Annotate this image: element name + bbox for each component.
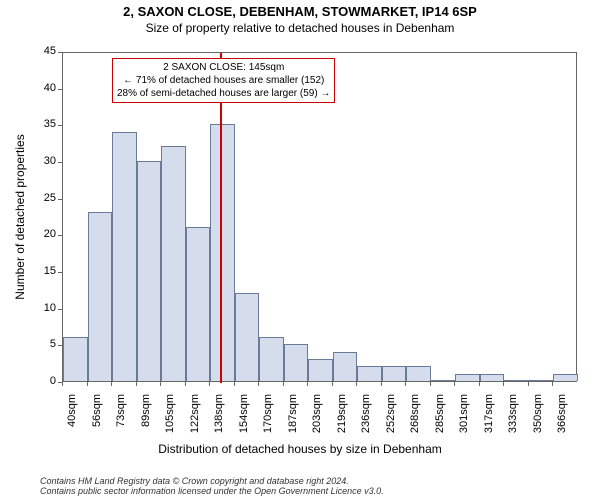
x-tick-mark: [160, 382, 161, 386]
x-tick-mark: [405, 382, 406, 386]
histogram-bar: [333, 352, 358, 381]
y-tick-label: 25: [32, 192, 56, 204]
y-tick-mark: [58, 199, 62, 200]
x-tick-mark: [185, 382, 186, 386]
y-tick-mark: [58, 272, 62, 273]
y-axis-label: Number of detached properties: [13, 117, 27, 317]
x-tick-label: 122sqm: [189, 394, 201, 444]
x-tick-mark: [552, 382, 553, 386]
y-tick-label: 35: [32, 118, 56, 130]
histogram-bar: [431, 380, 456, 381]
y-tick-mark: [58, 162, 62, 163]
histogram-bar: [455, 374, 480, 381]
x-tick-mark: [111, 382, 112, 386]
chart-subtitle: Size of property relative to detached ho…: [0, 19, 600, 35]
x-tick-label: 366sqm: [556, 394, 568, 444]
x-tick-label: 170sqm: [262, 394, 274, 444]
footer-line2: Contains public sector information licen…: [40, 486, 384, 496]
histogram-bar: [553, 374, 578, 381]
x-tick-label: 89sqm: [140, 394, 152, 444]
x-tick-label: 285sqm: [434, 394, 446, 444]
y-tick-label: 15: [32, 265, 56, 277]
y-tick-label: 5: [32, 338, 56, 350]
y-tick-label: 40: [32, 82, 56, 94]
x-tick-label: 252sqm: [385, 394, 397, 444]
footer-text: Contains HM Land Registry data © Crown c…: [40, 476, 384, 496]
x-tick-mark: [234, 382, 235, 386]
x-tick-label: 203sqm: [311, 394, 323, 444]
y-tick-mark: [58, 309, 62, 310]
y-tick-mark: [58, 89, 62, 90]
x-tick-mark: [503, 382, 504, 386]
y-tick-mark: [58, 345, 62, 346]
x-tick-mark: [479, 382, 480, 386]
x-tick-mark: [430, 382, 431, 386]
histogram-bar: [529, 380, 554, 381]
annotation-line2: ← 71% of detached houses are smaller (15…: [117, 74, 330, 87]
x-tick-label: 268sqm: [409, 394, 421, 444]
histogram-bar: [161, 146, 186, 381]
histogram-bar: [210, 124, 235, 381]
annotation-line3: 28% of semi-detached houses are larger (…: [117, 87, 330, 100]
histogram-bar: [235, 293, 260, 381]
x-tick-label: 301sqm: [458, 394, 470, 444]
x-tick-mark: [528, 382, 529, 386]
x-tick-mark: [87, 382, 88, 386]
histogram-bar: [504, 380, 529, 381]
histogram-bar: [137, 161, 162, 381]
x-tick-label: 40sqm: [66, 394, 78, 444]
x-tick-label: 73sqm: [115, 394, 127, 444]
y-tick-mark: [58, 52, 62, 53]
x-tick-mark: [62, 382, 63, 386]
histogram-bar: [63, 337, 88, 381]
x-tick-label: 138sqm: [213, 394, 225, 444]
histogram-bar: [88, 212, 113, 381]
x-tick-label: 236sqm: [360, 394, 372, 444]
x-tick-label: 317sqm: [483, 394, 495, 444]
histogram-bar: [186, 227, 211, 381]
histogram-bar: [308, 359, 333, 381]
x-tick-mark: [307, 382, 308, 386]
x-tick-label: 105sqm: [164, 394, 176, 444]
chart-container: 2, SAXON CLOSE, DEBENHAM, STOWMARKET, IP…: [0, 0, 600, 500]
x-tick-label: 219sqm: [336, 394, 348, 444]
y-tick-label: 10: [32, 302, 56, 314]
x-axis-label: Distribution of detached houses by size …: [0, 442, 600, 456]
histogram-bar: [284, 344, 309, 381]
x-tick-label: 350sqm: [532, 394, 544, 444]
y-tick-mark: [58, 235, 62, 236]
x-tick-mark: [454, 382, 455, 386]
histogram-bar: [480, 374, 505, 381]
x-tick-mark: [381, 382, 382, 386]
chart-title: 2, SAXON CLOSE, DEBENHAM, STOWMARKET, IP…: [0, 0, 600, 19]
footer-line1: Contains HM Land Registry data © Crown c…: [40, 476, 384, 486]
x-tick-mark: [209, 382, 210, 386]
x-tick-label: 154sqm: [238, 394, 250, 444]
y-tick-label: 0: [32, 375, 56, 387]
x-tick-mark: [356, 382, 357, 386]
x-tick-label: 187sqm: [287, 394, 299, 444]
histogram-bar: [112, 132, 137, 381]
y-tick-label: 20: [32, 228, 56, 240]
annotation-line1: 2 SAXON CLOSE: 145sqm: [117, 61, 330, 74]
histogram-bar: [259, 337, 284, 381]
histogram-bar: [357, 366, 382, 381]
x-tick-label: 56sqm: [91, 394, 103, 444]
x-tick-mark: [136, 382, 137, 386]
x-tick-mark: [283, 382, 284, 386]
y-tick-label: 45: [32, 45, 56, 57]
histogram-bar: [382, 366, 407, 381]
x-tick-mark: [258, 382, 259, 386]
x-tick-label: 333sqm: [507, 394, 519, 444]
x-tick-mark: [332, 382, 333, 386]
annotation-box: 2 SAXON CLOSE: 145sqm ← 71% of detached …: [112, 58, 335, 103]
y-tick-label: 30: [32, 155, 56, 167]
y-tick-mark: [58, 125, 62, 126]
histogram-bar: [406, 366, 431, 381]
